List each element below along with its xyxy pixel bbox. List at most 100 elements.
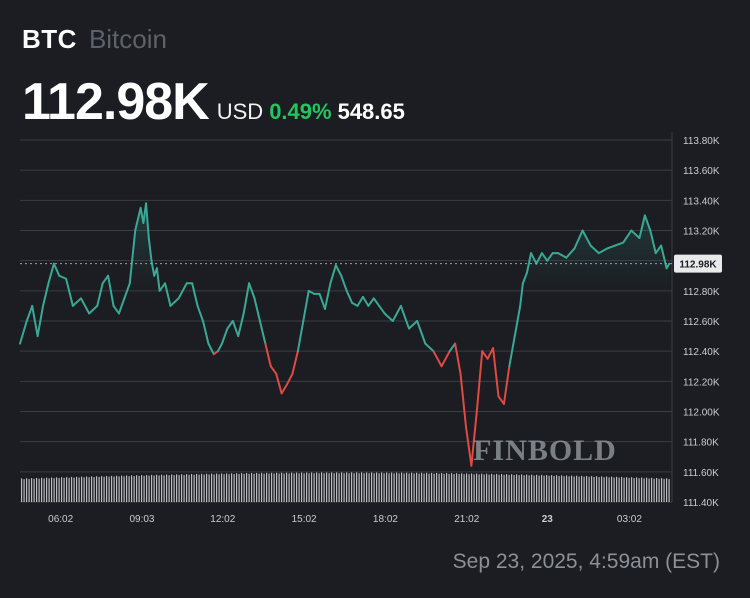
price-segment <box>605 244 617 250</box>
price-segment <box>47 262 55 285</box>
volume-bar <box>523 475 525 502</box>
price-segment <box>226 320 234 330</box>
volume-bar <box>133 476 135 502</box>
volume-bar <box>101 476 103 502</box>
volume-bar <box>366 472 368 502</box>
price-segment <box>557 252 568 259</box>
price-segment <box>367 297 375 307</box>
volume-bar <box>328 473 330 502</box>
y-tick-label: 112.80K <box>683 287 720 298</box>
x-tick-label: 18:02 <box>373 514 398 525</box>
volume-bar <box>106 475 108 502</box>
volume-bar <box>286 472 288 502</box>
price-segment <box>323 282 332 310</box>
volume-bar <box>623 477 625 502</box>
volume-bar <box>88 477 90 502</box>
volume-bar <box>73 477 75 502</box>
price-segment <box>36 304 45 338</box>
volume-bar <box>471 473 473 502</box>
price-segment <box>296 320 305 353</box>
price-segment <box>660 244 668 270</box>
y-tick-label: 111.80K <box>683 438 719 449</box>
volume-bar <box>296 472 298 502</box>
price-segment <box>201 320 210 345</box>
volume-bar <box>91 476 93 502</box>
price-segment <box>597 247 608 255</box>
volume-bar <box>266 472 268 502</box>
volume-bar <box>268 473 270 502</box>
volume-bar <box>156 474 158 502</box>
price-segment <box>454 342 462 375</box>
volume-bar <box>241 473 243 502</box>
volume-bar <box>131 475 133 502</box>
volume-bar <box>391 472 393 502</box>
price-segment <box>475 350 484 413</box>
y-tick-label: 113.40K <box>683 196 720 207</box>
volume-bar <box>411 472 413 502</box>
volume-bar <box>578 476 580 502</box>
volume-bar <box>256 472 258 502</box>
volume-bar <box>293 473 295 502</box>
volume-bar <box>283 473 285 502</box>
y-tick-label: 113.60K <box>683 166 720 177</box>
volume-bar <box>178 475 180 502</box>
volume-bar <box>608 477 610 502</box>
volume-bar <box>451 473 453 502</box>
currency-label: USD <box>216 99 264 124</box>
volume-bar <box>153 475 155 502</box>
volume-bar <box>333 473 335 502</box>
volume-bar <box>103 476 105 502</box>
volume-bar <box>633 478 635 502</box>
volume-bar <box>108 476 110 502</box>
volume-bar <box>183 474 185 502</box>
volume-bar <box>98 476 100 502</box>
volume-bar <box>408 473 410 502</box>
last-price-badge: 112.98K <box>20 254 722 273</box>
volume-bar <box>526 474 528 502</box>
volume-bar <box>528 475 530 502</box>
volume-bar <box>121 475 123 502</box>
volume-bar <box>338 473 340 502</box>
change-percent: 0.49% <box>269 99 332 124</box>
price-segment <box>440 350 451 368</box>
volume-bar <box>291 472 293 502</box>
y-tick-label: 112.00K <box>683 408 720 419</box>
volume-bar <box>271 472 273 502</box>
price-segment <box>345 289 354 304</box>
price-segment <box>52 262 61 277</box>
x-tick-label: 06:02 <box>48 514 73 525</box>
volume-bar <box>116 475 118 502</box>
volume-bar <box>251 473 253 502</box>
volume-bar <box>76 476 78 502</box>
volume-bar <box>581 475 583 502</box>
volume-bar <box>181 474 183 502</box>
volume-bar <box>511 474 513 502</box>
y-tick-label: 111.60K <box>683 468 719 479</box>
x-tick-label: 03:02 <box>617 514 642 525</box>
volume-bar <box>518 475 520 502</box>
volume-bar <box>348 473 350 502</box>
volume-bar <box>86 476 88 502</box>
volume-bar <box>236 473 238 502</box>
price-segment <box>408 320 419 330</box>
price-row: 112.98K USD 0.49% 548.65 <box>22 72 405 132</box>
volume-bar <box>598 477 600 502</box>
volume-bar <box>61 477 63 502</box>
price-segment <box>391 304 402 322</box>
price-segment <box>649 229 657 255</box>
price-segment <box>117 297 126 315</box>
volume-bar <box>216 473 218 502</box>
price-segment <box>25 304 34 322</box>
volume-bar <box>336 472 338 502</box>
volume-bar <box>38 478 40 502</box>
price-segment <box>31 304 39 338</box>
volume-bar <box>356 472 358 502</box>
price-segment <box>79 297 91 315</box>
volume-bar <box>486 473 488 502</box>
volume-bar <box>561 475 563 502</box>
volume-bar <box>196 473 198 502</box>
volume-bar <box>663 478 665 502</box>
price-segment <box>589 244 600 255</box>
volume-bar <box>63 477 65 502</box>
x-tick-label: 21:02 <box>454 514 479 525</box>
